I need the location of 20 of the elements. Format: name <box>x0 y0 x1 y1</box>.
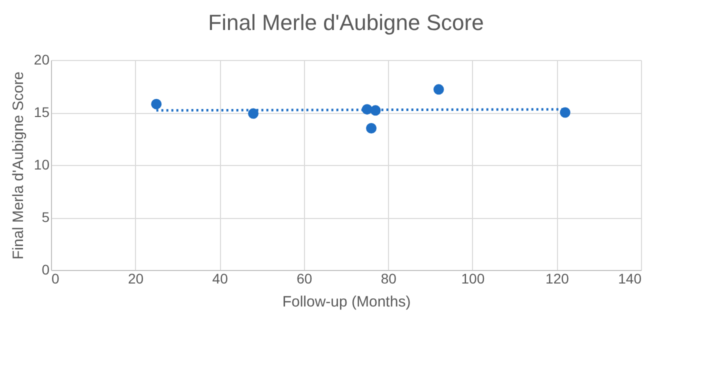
x-axis-title: Follow-up (Months) <box>282 294 411 310</box>
x-tick-label: 100 <box>461 270 485 286</box>
y-tick-label: 5 <box>42 209 50 225</box>
y-tick-label: 20 <box>34 52 50 68</box>
point <box>370 105 381 116</box>
y-tick-label: 15 <box>34 104 50 120</box>
point <box>248 108 259 119</box>
x-tick-label: 60 <box>296 270 312 286</box>
point <box>433 84 444 95</box>
x-tick-label: 80 <box>380 270 397 286</box>
point <box>366 123 377 134</box>
y-tick-label: 10 <box>34 156 50 172</box>
x-tick-label: 120 <box>546 270 570 286</box>
point <box>151 98 162 110</box>
x-tick-label: 140 <box>618 270 642 286</box>
chart-title: Final Merle d'Aubigne Score <box>208 10 484 35</box>
x-tick-label: 20 <box>128 270 144 286</box>
x-tick-label: 40 <box>212 270 228 286</box>
y-axis-title: Final Merla d'Aubigne Score <box>10 72 27 260</box>
point <box>560 107 570 118</box>
